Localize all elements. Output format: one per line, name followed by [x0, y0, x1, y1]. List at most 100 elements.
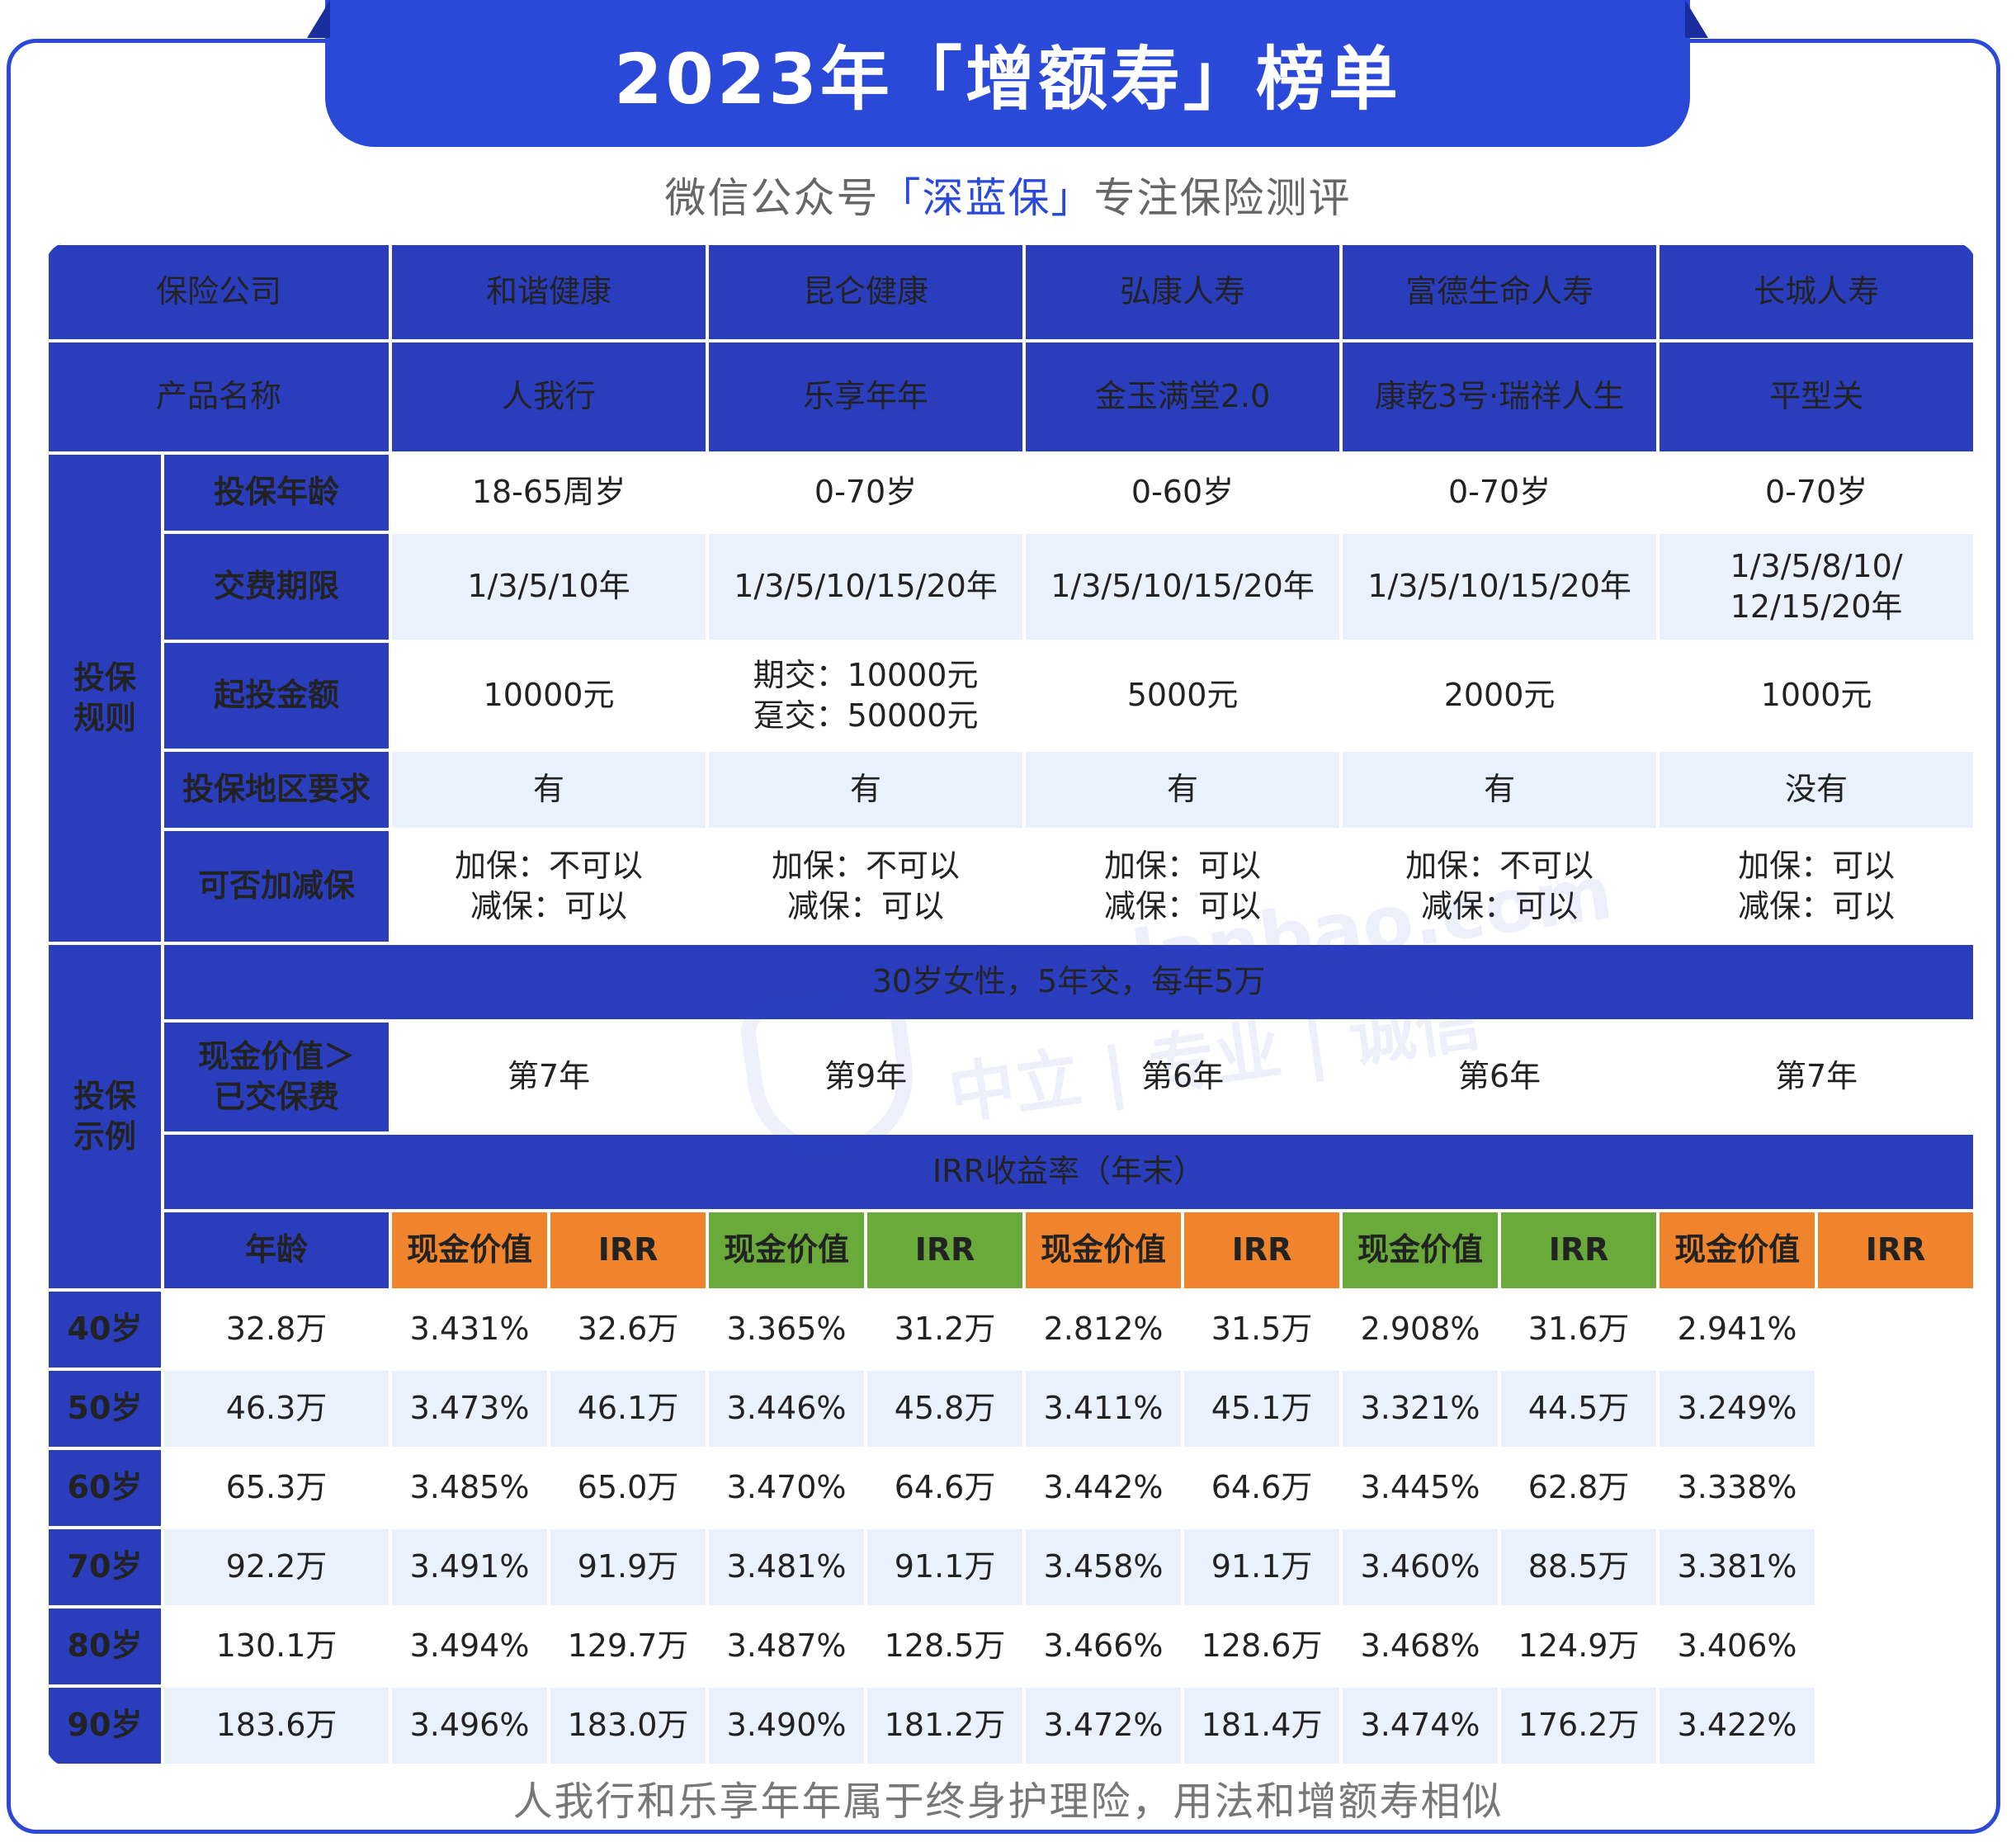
irr-cell: 3.491%	[389, 1526, 551, 1608]
irr-cell: 3.496%	[389, 1684, 551, 1767]
cash-value-cell: 91.1万	[864, 1526, 1027, 1608]
rule-label: 交费期限	[160, 531, 393, 643]
rule-value: 0-70岁	[1339, 451, 1660, 534]
rule-value: 有	[1339, 749, 1660, 831]
irr-cell: 3.487%	[706, 1605, 868, 1688]
product-cell: 金玉满堂2.0	[1022, 339, 1343, 455]
irr-cell: 2.941%	[1656, 1288, 1819, 1371]
irr-cell: 3.460%	[1339, 1526, 1502, 1608]
rules-section-label: 投保规则	[45, 451, 164, 945]
col-cash-header: 现金价值	[1022, 1209, 1185, 1292]
rule-value: 1/3/5/8/10/ 12/15/20年	[1656, 531, 1977, 643]
irr-band: IRR收益率（年末）	[160, 1131, 1977, 1212]
rule-value: 0-70岁	[1656, 451, 1977, 534]
product-cell: 乐享年年	[706, 339, 1027, 455]
irr-cell: 3.321%	[1339, 1368, 1502, 1450]
cash-value-cell: 176.2万	[1498, 1684, 1660, 1767]
col-cash-header: 现金价值	[1339, 1209, 1502, 1292]
irr-cell: 3.470%	[706, 1447, 868, 1529]
footer-note: 人我行和乐享年年属于终身护理险，用法和增额寿相似	[512, 1779, 1504, 1825]
irr-header-row: 年龄 现金价值 IRR 现金价值 IRR 现金价值 IRR 现金价值 IRR 现…	[47, 1209, 1977, 1292]
irr-cell: 3.490%	[706, 1684, 868, 1767]
irr-cell: 3.411%	[1022, 1368, 1185, 1450]
rule-value: 有	[706, 749, 1027, 831]
rule-value: 5000元	[1022, 640, 1343, 752]
irr-row: 70岁 92.2万 3.491% 91.9万 3.481% 91.1万 3.458% 91.1…	[45, 1526, 1975, 1608]
scenario-row: 投保示例 30岁女性，5年交，每年5万	[45, 942, 1977, 1292]
irr-cell: 3.485%	[389, 1447, 551, 1529]
irr-cell: 3.494%	[389, 1605, 551, 1688]
rule-row: 交费期限 1/3/5/10年 1/3/5/10/15/20年 1/3/5/10/…	[47, 531, 1977, 643]
rule-value: 2000元	[1339, 640, 1660, 752]
cash-value-cell: 124.9万	[1498, 1605, 1660, 1688]
col-irr-header: IRR	[1498, 1209, 1660, 1292]
irr-rows: 40岁 32.8万 3.431% 32.6万 3.365% 31.2万 2.812% 31.5…	[45, 1288, 1975, 1767]
cash-value-cell: 44.5万	[1498, 1368, 1660, 1450]
irr-cell: 3.406%	[1656, 1605, 1819, 1688]
rule-value: 有	[1022, 749, 1343, 831]
cash-value-cell: 181.2万	[864, 1684, 1027, 1767]
irr-cell: 3.473%	[389, 1368, 551, 1450]
ranking-table: 保险公司 和谐健康 昆仑健康 弘康人寿 富德生命人寿 长城人寿 产品名称 人我行…	[45, 242, 1977, 1767]
irr-cell: 3.381%	[1656, 1526, 1819, 1608]
breakeven-label: 现金价值＞ 已交保费	[160, 1019, 393, 1135]
subtitle-prefix: 微信公众号	[664, 174, 880, 222]
age-cell: 90岁	[45, 1684, 164, 1767]
cash-value-cell: 32.6万	[547, 1288, 710, 1371]
cash-value-cell: 62.8万	[1498, 1447, 1660, 1529]
rule-value-highlight: 没有	[1656, 749, 1977, 831]
irr-cell: 3.249%	[1656, 1368, 1819, 1450]
rule-value: 期交：10000元 趸交：50000元	[706, 640, 1027, 752]
age-cell: 50岁	[45, 1368, 164, 1450]
breakeven-value: 第9年	[706, 1019, 1027, 1135]
irr-row: 40岁 32.8万 3.431% 32.6万 3.365% 31.2万 2.812% 31.5…	[45, 1288, 1975, 1371]
irr-cell: 3.481%	[706, 1526, 868, 1608]
cash-value-cell: 183.0万	[547, 1684, 710, 1767]
breakeven-value-highlight: 第6年	[1022, 1019, 1343, 1135]
title-banner: 2023年「增额寿」榜单	[307, 0, 1708, 147]
rule-label: 投保年龄	[160, 451, 393, 534]
irr-cell: 3.474%	[1339, 1684, 1502, 1767]
col-irr-header: IRR	[1181, 1209, 1343, 1292]
scenario-band: 30岁女性，5年交，每年5万	[160, 942, 1977, 1023]
rule-label: 投保地区要求	[160, 749, 393, 831]
rule-value: 1000元	[1656, 640, 1977, 752]
product-row: 产品名称 人我行 乐享年年 金玉满堂2.0 康乾3号·瑞祥人生 平型关	[45, 339, 1977, 455]
company-cell: 和谐健康	[389, 242, 710, 342]
company-cell: 富德生命人寿	[1339, 242, 1660, 342]
irr-row: 80岁 130.1万 3.494% 129.7万 3.487% 128.5万 3.466% 1…	[45, 1605, 1975, 1688]
cash-value-cell: 88.5万	[1498, 1526, 1660, 1608]
rule-value: 加保：不可以 减保：可以	[706, 828, 1027, 945]
irr-cell: 3.338%	[1656, 1447, 1819, 1529]
irr-cell: 3.431%	[389, 1288, 551, 1371]
rule-value: 10000元	[389, 640, 710, 752]
banner-fold-right	[1685, 0, 1708, 38]
product-cell: 人我行	[389, 339, 710, 455]
rule-label: 可否加减保	[160, 828, 393, 945]
rule-row: 可否加减保 加保：不可以 减保：可以 加保：不可以 减保：可以 加保：可以 减保…	[47, 828, 1977, 945]
irr-cell: 3.472%	[1022, 1684, 1185, 1767]
rule-value: 18-65周岁	[389, 451, 710, 534]
rule-value: 有	[389, 749, 710, 831]
irr-cell: 2.908%	[1339, 1288, 1502, 1371]
irr-cell: 3.445%	[1339, 1447, 1502, 1529]
col-cash-header: 现金价值	[706, 1209, 868, 1292]
cash-value-cell: 65.3万	[160, 1447, 393, 1529]
irr-cell: 3.466%	[1022, 1605, 1185, 1688]
cash-value-cell: 31.2万	[864, 1288, 1027, 1371]
subtitle-suffix: 专注保险测评	[1093, 174, 1352, 222]
cash-value-cell: 128.5万	[864, 1605, 1027, 1688]
irr-cell: 3.422%	[1656, 1684, 1819, 1767]
page-title: 2023年「增额寿」榜单	[614, 38, 1401, 120]
cash-value-cell: 91.9万	[547, 1526, 710, 1608]
irr-cell: 3.365%	[706, 1288, 868, 1371]
breakeven-row: 现金价值＞ 已交保费 第7年 第9年 第6年 第6年 第7年	[47, 1019, 1977, 1135]
age-label: 年龄	[160, 1209, 393, 1292]
rule-value: 1/3/5/10年	[389, 531, 710, 643]
breakeven-value: 第7年	[1656, 1019, 1977, 1135]
cash-value-cell: 31.5万	[1181, 1288, 1343, 1371]
rule-row: 投保规则 投保年龄 18-65周岁 0-70岁 0-60岁 0-70岁 0-70…	[45, 451, 1977, 945]
example-section-label: 投保示例	[45, 942, 164, 1292]
cash-value-cell: 183.6万	[160, 1684, 393, 1767]
rule-value: 0-70岁	[706, 451, 1027, 534]
